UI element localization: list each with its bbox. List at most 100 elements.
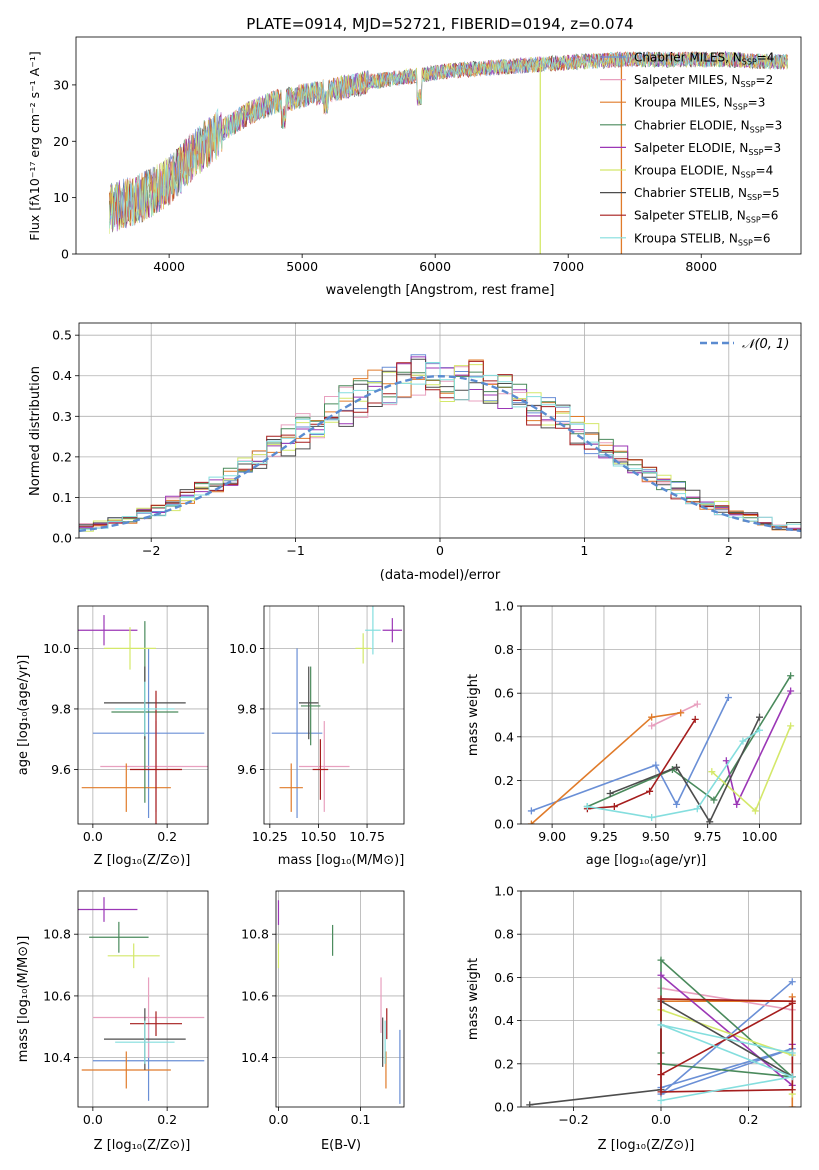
weight-marker — [733, 800, 741, 808]
residuals-panel: −2 −1 0 1 2 0.0 0.1 0.2 0.3 0.4 0.5 𝒩(0, 1) — [52, 322, 802, 558]
ebv-mass-xlabel: E(B-V) — [321, 1138, 361, 1153]
weight-series-6 — [609, 716, 761, 824]
mass-age-panel-frame — [263, 605, 405, 825]
y-tick-label: 0.2 — [494, 1056, 514, 1071]
x-tick-label: 0.0 — [83, 1112, 103, 1127]
y-tick-label: 0.4 — [494, 729, 514, 744]
x-tick-label: 9.75 — [694, 829, 722, 844]
x-tick-label: 0.0 — [269, 1112, 289, 1127]
y-tick-label: 10.4 — [241, 1050, 269, 1065]
weight-marker — [788, 997, 796, 1005]
errorbar-point — [299, 721, 350, 812]
weight-marker — [706, 818, 714, 824]
age-weight-xlabel: age [log₁₀(age/yr)] — [586, 853, 707, 868]
weight-marker — [708, 768, 716, 776]
errorbar-point — [300, 666, 321, 746]
residuals-panel-plotarea — [79, 323, 801, 538]
weight-marker — [722, 757, 730, 765]
x-tick-label: 0 — [436, 543, 444, 558]
x-tick-label: 5000 — [286, 259, 318, 274]
z-age-ylabel: age [log₁₀(age/yr)] — [16, 655, 31, 776]
weight-marker — [657, 1021, 665, 1029]
x-tick-label: 0.2 — [157, 1112, 177, 1127]
y-tick-label: 10.6 — [43, 988, 71, 1003]
weight-marker — [787, 672, 795, 680]
errorbar-point — [279, 763, 303, 812]
spectrum-xlabel: wavelength [Angstrom, rest frame] — [326, 283, 555, 298]
y-tick-label: 20 — [53, 134, 69, 149]
z-weight-panel-plotarea — [521, 891, 801, 1107]
errorbar-point — [299, 666, 319, 740]
y-tick-label: 0.2 — [494, 773, 514, 788]
y-tick-label: 9.8 — [51, 701, 71, 716]
y-tick-label: 30 — [53, 77, 69, 92]
errorbar-point — [92, 977, 205, 1058]
y-tick-label: 0.4 — [52, 368, 72, 383]
z-mass-panel-frame — [77, 890, 209, 1108]
legend-label: Kroupa MILES, NSSP=3 — [634, 96, 765, 112]
z-mass-panel: 0.0 0.2 10.4 10.6 10.8 — [43, 890, 209, 1127]
x-tick-label: 0.1 — [351, 1112, 371, 1127]
weight-marker — [657, 956, 665, 964]
spectrum-panel-plotarea — [109, 50, 788, 254]
weight-series-8 — [660, 1024, 796, 1102]
ebv-mass-panel: 0.0 0.1 10.4 10.6 10.8 — [241, 890, 405, 1127]
errorbar-point — [81, 763, 171, 812]
x-tick-label: 10.00 — [742, 829, 778, 844]
y-tick-label: 0.5 — [52, 328, 72, 343]
weight-marker — [526, 1101, 534, 1107]
x-tick-label: 10.25 — [252, 829, 288, 844]
weight-marker — [606, 789, 614, 797]
x-tick-label: 9.25 — [590, 829, 618, 844]
weight-marker — [710, 796, 718, 804]
x-tick-label: 7000 — [552, 259, 584, 274]
weight-marker — [739, 737, 747, 745]
weight-marker — [657, 1097, 665, 1105]
errorbar-point — [115, 1020, 175, 1064]
z-mass-xlabel: Z [log₁₀(Z/Z⊙)] — [94, 1138, 191, 1153]
legend-label: Kroupa ELODIE, NSSP=4 — [634, 164, 773, 180]
spectrum-panel: 4000 5000 6000 7000 8000 0 10 20 30 Chabrier MILE… — [53, 36, 802, 274]
y-tick-label: 0.8 — [494, 927, 514, 942]
weight-marker — [693, 700, 701, 708]
errorbar-point — [92, 648, 205, 818]
x-tick-label: 4000 — [153, 259, 185, 274]
y-tick-label: 0.0 — [494, 1100, 514, 1115]
errorbar-point — [130, 1011, 182, 1037]
histogram-series-4 — [79, 356, 801, 529]
weight-marker — [583, 803, 591, 811]
weight-marker — [648, 813, 656, 821]
y-tick-label: 9.6 — [51, 762, 71, 777]
y-tick-label: 9.6 — [237, 762, 257, 777]
y-tick-label: 0.2 — [52, 449, 72, 464]
mass-age-xlabel: mass [log₁₀(M/M⊙)] — [278, 853, 405, 868]
weight-marker — [691, 715, 699, 723]
weight-series-0 — [660, 981, 793, 1095]
x-tick-label: 10.75 — [349, 829, 385, 844]
weight-marker — [788, 1073, 796, 1081]
y-tick-label: 1.0 — [494, 599, 514, 614]
residuals-legend: 𝒩(0, 1) — [700, 337, 789, 352]
weight-series-7 — [587, 718, 696, 810]
normal-curve — [79, 374, 801, 533]
x-tick-label: 2 — [725, 543, 733, 558]
y-tick-label: 10.4 — [43, 1050, 71, 1065]
weight-marker — [788, 1049, 796, 1057]
weight-marker — [756, 726, 764, 734]
z-weight-ylabel: mass weight — [466, 958, 481, 1040]
ebv-mass-panel-frame — [275, 890, 405, 1108]
residuals-xlabel: (data-model)/error — [380, 568, 501, 583]
weight-marker — [724, 694, 732, 702]
weight-series-0 — [531, 697, 730, 812]
y-tick-label: 10 — [53, 190, 69, 205]
y-tick-label: 0.6 — [494, 686, 514, 701]
y-tick-label: 10.0 — [43, 641, 71, 656]
y-tick-label: 10.0 — [229, 641, 257, 656]
legend-label: Salpeter STELIB, NSSP=6 — [634, 209, 778, 225]
age-weight-panel-plotarea — [521, 606, 801, 824]
spectrum-series-8 — [109, 51, 788, 230]
y-tick-label: 10.8 — [43, 927, 71, 942]
weight-marker — [657, 995, 665, 1003]
x-tick-label: 6000 — [419, 259, 451, 274]
